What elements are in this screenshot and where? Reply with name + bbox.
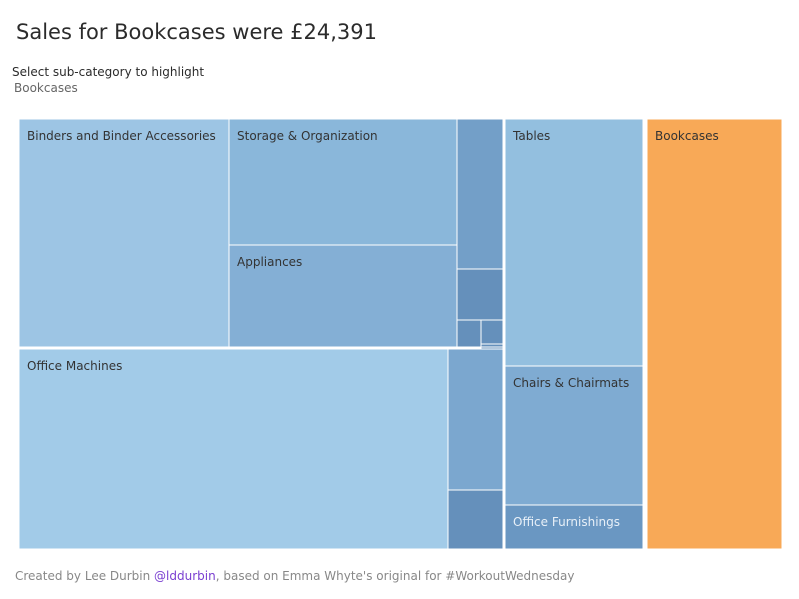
footer-prefix: Created by Lee Durbin — [15, 569, 155, 583]
treemap-cell-binders-and-binder-accessories[interactable]: Binders and Binder Accessories — [18, 118, 230, 348]
treemap-chart: Binders and Binder Accessories Storage & … — [18, 118, 783, 550]
filter-label: Select sub-category to highlight — [12, 65, 205, 79]
footer-suffix: , based on Emma Whyte's original for #Wo… — [215, 569, 575, 583]
treemap-cell-tables[interactable]: Tables — [504, 118, 644, 367]
treemap-label: Binders and Binder Accessories — [27, 129, 216, 143]
treemap-rect[interactable] — [18, 348, 449, 550]
treemap-label: Office Furnishings — [513, 515, 620, 529]
treemap-cell-storage-organization[interactable]: Storage & Organization — [228, 118, 458, 246]
treemap-cell-cell-1[interactable] — [456, 118, 504, 270]
treemap-label: Office Machines — [27, 359, 122, 373]
treemap-rect[interactable] — [456, 268, 504, 321]
treemap-rect[interactable] — [646, 118, 783, 550]
treemap-rect[interactable] — [228, 118, 458, 246]
treemap-rect[interactable] — [18, 118, 230, 348]
chart-title: Sales for Bookcases were £24,391 — [16, 20, 377, 44]
treemap-rect[interactable] — [228, 244, 458, 348]
treemap-label: Appliances — [237, 255, 302, 269]
treemap-cell-cell-3[interactable] — [456, 319, 482, 348]
treemap-cell-office-furnishings[interactable]: Office Furnishings — [504, 504, 644, 550]
treemap-cell-cell-4[interactable] — [480, 319, 504, 345]
treemap-label: Bookcases — [655, 129, 719, 143]
treemap-label: Tables — [512, 129, 550, 143]
treemap-rect[interactable] — [504, 118, 644, 367]
treemap-cell-cell-7[interactable] — [447, 348, 504, 491]
subcategory-filter[interactable]: Bookcases — [14, 81, 78, 95]
treemap-cell-chairs-chairmats[interactable]: Chairs & Chairmats — [504, 365, 644, 506]
footer-credit: Created by Lee Durbin @lddurbin, based o… — [15, 569, 574, 583]
treemap-rect[interactable] — [447, 489, 504, 550]
twitter-handle-link[interactable]: @lddurbin — [154, 569, 216, 583]
treemap-cell-bookcases[interactable]: Bookcases — [646, 118, 783, 550]
treemap-cell-cell-2[interactable] — [456, 268, 504, 321]
treemap-cell-office-machines[interactable]: Office Machines — [18, 348, 449, 550]
treemap-rect[interactable] — [504, 365, 644, 506]
treemap-rect[interactable] — [456, 319, 482, 348]
treemap-label: Chairs & Chairmats — [513, 376, 629, 390]
treemap-cell-appliances[interactable]: Appliances — [228, 244, 458, 348]
treemap-rect[interactable] — [456, 118, 504, 270]
treemap-label: Storage & Organization — [237, 129, 378, 143]
treemap-rect[interactable] — [504, 504, 644, 550]
treemap-rect[interactable] — [480, 319, 504, 345]
treemap-rect[interactable] — [447, 348, 504, 491]
treemap-cell-cell-8[interactable] — [447, 489, 504, 550]
